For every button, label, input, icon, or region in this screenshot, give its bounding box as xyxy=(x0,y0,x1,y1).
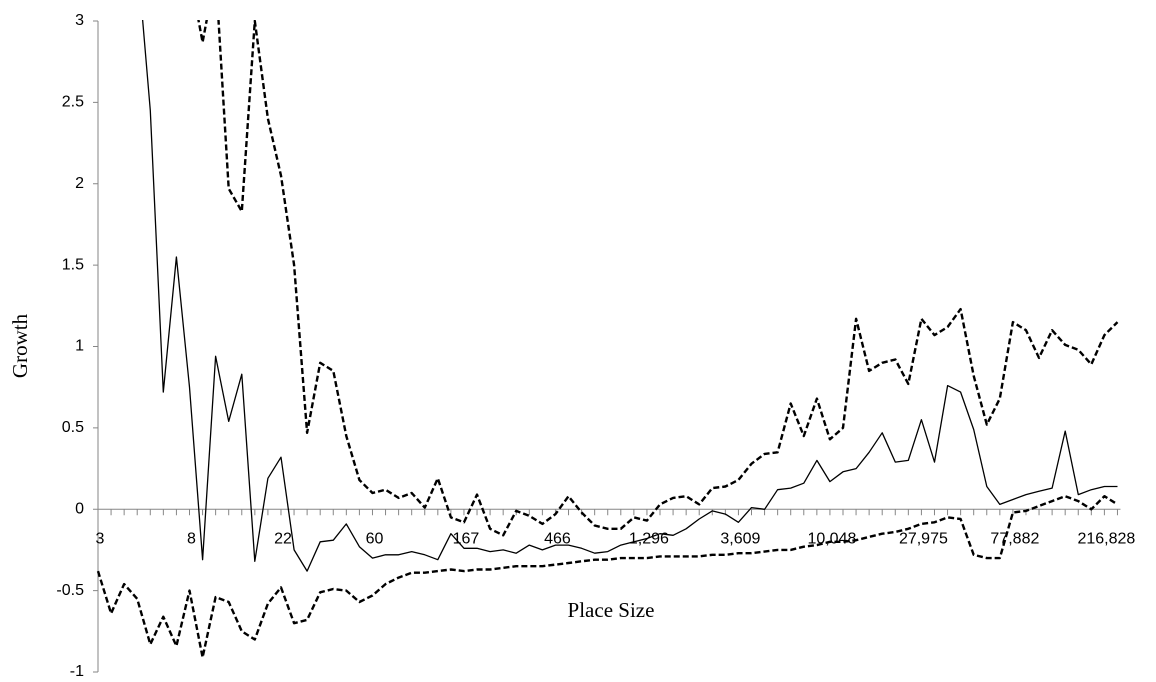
x-tick-label: 8 xyxy=(187,530,196,547)
y-tick-label: 2 xyxy=(75,175,84,192)
y-tick-label: 3 xyxy=(75,12,84,29)
y-tick-label: 1.5 xyxy=(62,256,84,273)
x-tick-label: 466 xyxy=(544,530,571,547)
x-axis-title: Place Size xyxy=(568,598,655,622)
y-tick-label: 0.5 xyxy=(62,419,84,436)
y-tick-label: -0.5 xyxy=(56,582,84,599)
dashed-line xyxy=(197,20,1119,537)
x-tick-label: 27,975 xyxy=(899,530,948,547)
x-tick-label: 1,296 xyxy=(629,530,669,547)
y-tick-label: -1 xyxy=(70,663,84,680)
y-axis-title: Growth xyxy=(8,313,32,378)
x-tick-label: 3,609 xyxy=(720,530,760,547)
x-tick-label: 3 xyxy=(96,530,105,547)
x-tick-label: 10,048 xyxy=(807,530,856,547)
solid-line xyxy=(141,20,1118,572)
y-tick-label: 2.5 xyxy=(62,94,84,111)
y-tick-label: 1 xyxy=(75,338,84,355)
dashed-line xyxy=(96,495,1119,659)
x-tick-label: 167 xyxy=(453,530,480,547)
x-tick-label: 77,882 xyxy=(990,530,1039,547)
y-tick-label: 0 xyxy=(75,500,84,517)
x-tick-label: 22 xyxy=(274,530,292,547)
x-tick-label: 60 xyxy=(366,530,384,547)
x-tick-label: 216,828 xyxy=(1077,530,1135,547)
